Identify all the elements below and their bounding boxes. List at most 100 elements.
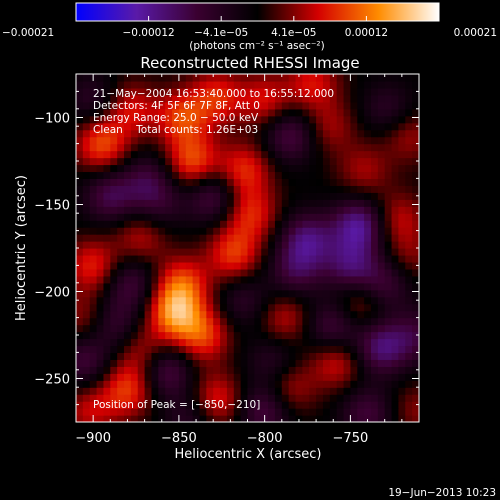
- heatmap-cell: [377, 87, 386, 96]
- heatmap-cell: [240, 387, 249, 395]
- heatmap-cell: [288, 199, 297, 207]
- heatmap-cell: [137, 359, 146, 367]
- heatmap-cell: [151, 129, 159, 138]
- heatmap-cell: [158, 122, 166, 131]
- heatmap-cell: [185, 171, 194, 179]
- heatmap-cell: [405, 331, 413, 340]
- heatmap-cell: [103, 380, 111, 388]
- heatmap-cell: [309, 136, 317, 145]
- heatmap-cell: [151, 282, 159, 291]
- heatmap-cell: [213, 303, 221, 312]
- heatmap-cell: [226, 352, 235, 360]
- heatmap-cell: [329, 359, 338, 367]
- heatmap-cell: [151, 310, 159, 319]
- heatmap-cell: [316, 268, 324, 277]
- heatmap-cell: [233, 352, 242, 360]
- heatmap-cell: [322, 289, 331, 298]
- heatmap-cell: [343, 366, 351, 374]
- heatmap-cell: [165, 310, 173, 319]
- heatmap-cell: [329, 408, 338, 416]
- heatmap-cell: [130, 157, 139, 166]
- heatmap-cell: [302, 408, 310, 416]
- heatmap-cell: [268, 80, 276, 89]
- heatmap-cell: [261, 254, 269, 263]
- heatmap-cell: [117, 338, 125, 347]
- heatmap-cell: [295, 289, 303, 298]
- heatmap-cell: [110, 275, 118, 284]
- heatmap-cell: [343, 150, 351, 159]
- heatmap-cell: [130, 352, 139, 360]
- heatmap-cell: [165, 185, 173, 193]
- heatmap-cell: [233, 268, 242, 277]
- heatmap-cell: [302, 178, 310, 186]
- heatmap-cell: [192, 80, 201, 89]
- heatmap-cell: [322, 352, 331, 360]
- heatmap-cell: [261, 317, 269, 326]
- heatmap-cell: [254, 408, 262, 416]
- heatmap-cell: [364, 345, 372, 353]
- heatmap-cell: [124, 171, 132, 179]
- heatmap-cell: [288, 248, 297, 256]
- heatmap-cell: [240, 289, 249, 298]
- heatmap-cell: [233, 129, 242, 138]
- heatmap-cell: [247, 108, 255, 117]
- heatmap-cell: [165, 317, 173, 326]
- heatmap-cell: [343, 289, 351, 298]
- heatmap-cell: [254, 394, 262, 402]
- heatmap-cell: [151, 331, 159, 340]
- heatmap-cell: [391, 282, 400, 291]
- heatmap-cell: [151, 87, 159, 96]
- heatmap-cell: [377, 164, 386, 173]
- heatmap-cell: [117, 310, 125, 319]
- heatmap-cell: [130, 213, 139, 221]
- heatmap-cell: [144, 394, 153, 402]
- heatmap-cell: [302, 115, 310, 124]
- heatmap-cell: [192, 220, 201, 228]
- heatmap-cell: [144, 317, 153, 326]
- heatmap-cell: [199, 178, 207, 186]
- heatmap-cell: [82, 143, 91, 152]
- heatmap-cell: [158, 136, 166, 145]
- heatmap-cell: [117, 178, 125, 186]
- heatmap-cell: [322, 171, 331, 179]
- heatmap-cell: [309, 324, 317, 333]
- heatmap-cell: [329, 220, 338, 228]
- heatmap-cell: [254, 157, 262, 166]
- heatmap-cell: [130, 199, 139, 207]
- heatmap-cell: [172, 206, 180, 214]
- heatmap-cell: [213, 401, 221, 409]
- heatmap-cell: [96, 143, 105, 152]
- heatmap-cell: [316, 164, 324, 173]
- heatmap-cell: [158, 275, 166, 284]
- heatmap-cell: [295, 115, 303, 124]
- heatmap-cell: [110, 192, 118, 200]
- heatmap-cell: [364, 387, 372, 395]
- heatmap-cell: [302, 241, 310, 249]
- heatmap-cell: [405, 178, 413, 186]
- heatmap-cell: [178, 206, 187, 214]
- heatmap-cell: [288, 261, 297, 270]
- heatmap-cell: [172, 254, 180, 263]
- heatmap-cell: [405, 359, 413, 367]
- heatmap-cell: [151, 157, 159, 166]
- heatmap-cell: [377, 394, 386, 402]
- heatmap-cell: [336, 366, 345, 374]
- heatmap-cell: [302, 366, 310, 374]
- heatmap-cell: [343, 122, 351, 131]
- heatmap-cell: [144, 199, 153, 207]
- heatmap-cell: [226, 331, 235, 340]
- heatmap-cell: [220, 157, 228, 166]
- heatmap-cell: [274, 136, 283, 145]
- heatmap-cell: [96, 87, 105, 96]
- heatmap-cell: [82, 213, 91, 221]
- heatmap-cell: [220, 303, 228, 312]
- heatmap-cell: [165, 401, 173, 409]
- heatmap-cell: [233, 115, 242, 124]
- heatmap-cell: [185, 380, 194, 388]
- heatmap-cell: [309, 150, 317, 159]
- heatmap-cell: [206, 345, 214, 353]
- heatmap-cell: [288, 94, 297, 103]
- heatmap-cell: [178, 178, 187, 186]
- heatmap-cell: [268, 220, 276, 228]
- heatmap-cell: [103, 387, 111, 395]
